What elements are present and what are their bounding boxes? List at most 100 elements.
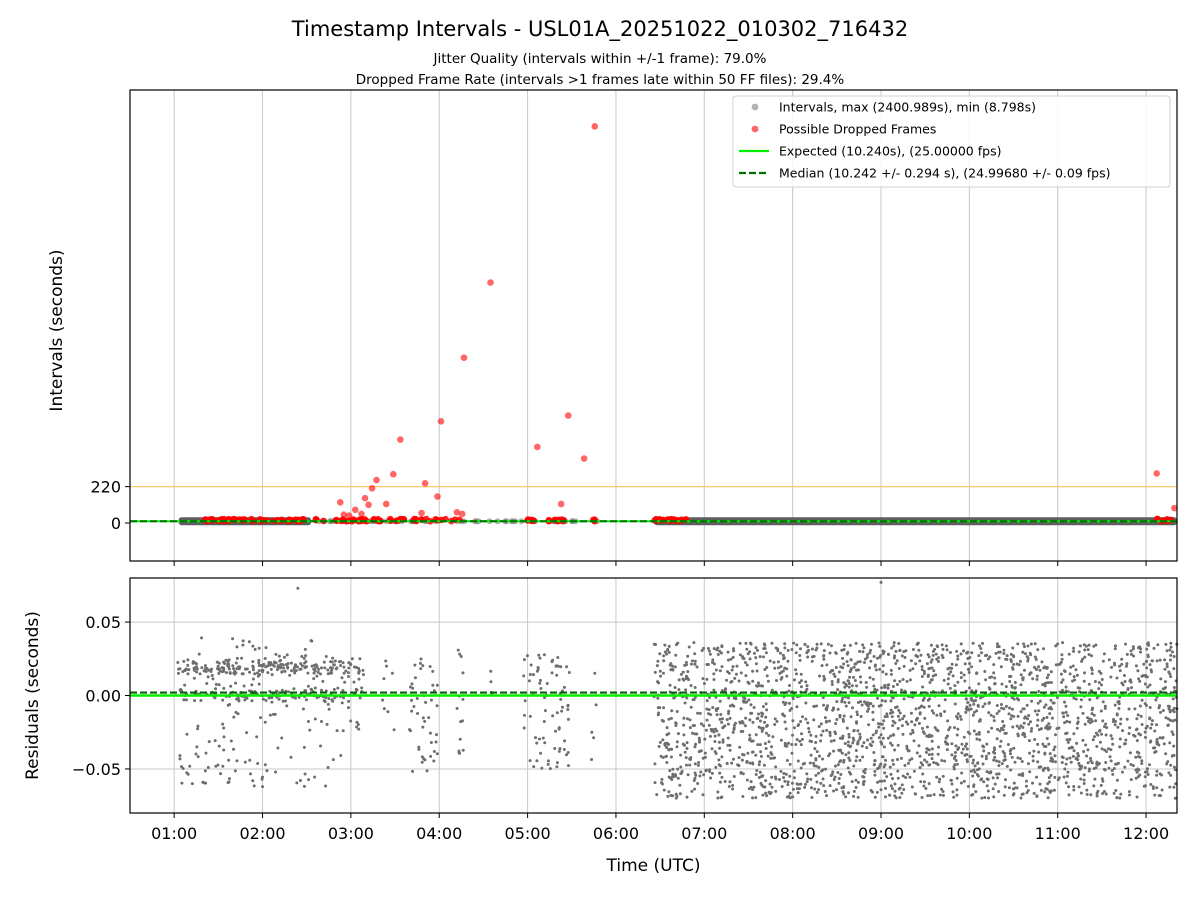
residual-point: [252, 784, 256, 788]
residual-point: [749, 780, 753, 784]
residual-point: [1032, 749, 1036, 753]
residual-point: [992, 746, 996, 750]
residual-point: [1146, 655, 1150, 659]
residual-point: [854, 641, 858, 645]
residual-point: [1146, 685, 1150, 689]
residual-point: [222, 660, 226, 664]
residual-point: [949, 670, 953, 674]
residual-point: [791, 787, 795, 791]
residual-point: [927, 704, 931, 708]
residual-point: [1097, 761, 1101, 765]
residual-point: [341, 729, 345, 733]
residual-point: [966, 657, 970, 661]
residual-point: [962, 735, 966, 739]
residual-point: [764, 702, 768, 706]
residual-points: [176, 580, 1179, 800]
residual-point: [1120, 770, 1124, 774]
residual-point: [1089, 756, 1093, 760]
residual-point: [843, 643, 847, 647]
x-tick-label-11: 12:00: [1123, 824, 1169, 843]
residual-point: [1028, 770, 1032, 774]
residual-point: [386, 710, 390, 714]
residual-point: [976, 761, 980, 765]
residual-point: [1109, 759, 1113, 763]
dropped-frame-outlier: [368, 484, 376, 492]
residual-point: [933, 726, 937, 730]
residual-point: [788, 708, 792, 712]
residual-point: [903, 763, 907, 767]
residual-point: [1012, 781, 1016, 785]
residual-point: [869, 648, 873, 652]
residual-point: [418, 661, 422, 665]
residual-point: [886, 686, 890, 690]
residual-point: [1034, 775, 1038, 779]
residual-point: [917, 648, 921, 652]
residual-point: [343, 680, 347, 684]
residual-point: [1164, 752, 1168, 756]
residual-point: [1024, 784, 1028, 788]
residual-point: [689, 705, 693, 709]
residual-point: [1148, 663, 1152, 667]
residual-point: [881, 652, 885, 656]
residual-point: [1011, 793, 1015, 797]
residual-point: [856, 795, 860, 799]
residual-outlier: [261, 785, 265, 789]
residual-point: [425, 769, 429, 773]
residual-point: [930, 734, 934, 738]
residual-point: [1137, 768, 1141, 772]
residual-point: [921, 772, 925, 776]
residual-point: [693, 771, 697, 775]
residual-point: [1134, 755, 1138, 759]
residual-point: [281, 699, 285, 703]
residual-point: [214, 764, 218, 768]
residual-point: [965, 651, 969, 655]
residual-point: [937, 780, 941, 784]
residual-point: [657, 745, 661, 749]
residual-point: [1009, 768, 1013, 772]
residual-point: [1048, 752, 1052, 756]
residual-point: [875, 729, 879, 733]
residual-point: [428, 731, 432, 735]
residual-point: [817, 754, 821, 758]
residual-point: [692, 778, 696, 782]
residual-point: [489, 669, 493, 673]
residual-point: [877, 736, 881, 740]
residual-point: [1049, 698, 1053, 702]
residual-point: [1118, 737, 1122, 741]
residual-point: [326, 702, 330, 706]
residual-point: [800, 732, 804, 736]
residual-point: [859, 680, 863, 684]
residual-point: [914, 654, 918, 658]
residual-point: [979, 646, 983, 650]
residual-point: [227, 758, 231, 762]
residual-point: [726, 722, 730, 726]
residual-point: [703, 737, 707, 741]
dropped-frame-outlier: [557, 500, 565, 508]
residual-point: [1129, 686, 1133, 690]
residual-point: [734, 672, 738, 676]
residual-point: [672, 696, 676, 700]
residual-point: [878, 644, 882, 648]
residual-point: [543, 709, 547, 713]
residual-point: [1173, 718, 1177, 722]
residual-point: [1109, 675, 1113, 679]
residual-point: [456, 648, 460, 652]
residual-point: [327, 696, 331, 700]
residual-point: [792, 641, 796, 645]
residual-point: [1016, 734, 1020, 738]
residual-point: [277, 697, 281, 701]
residual-point: [927, 655, 931, 659]
residual-point: [665, 726, 669, 730]
residual-point: [927, 733, 931, 737]
residual-point: [832, 789, 836, 793]
residual-point: [718, 717, 722, 721]
residual-point: [940, 758, 944, 762]
residual-point: [758, 760, 762, 764]
residual-point: [884, 699, 888, 703]
residual-point: [775, 719, 779, 723]
residual-point: [1113, 703, 1117, 707]
residual-point: [320, 688, 324, 692]
residual-point: [906, 722, 910, 726]
residual-point: [979, 651, 983, 655]
residual-point: [693, 745, 697, 749]
